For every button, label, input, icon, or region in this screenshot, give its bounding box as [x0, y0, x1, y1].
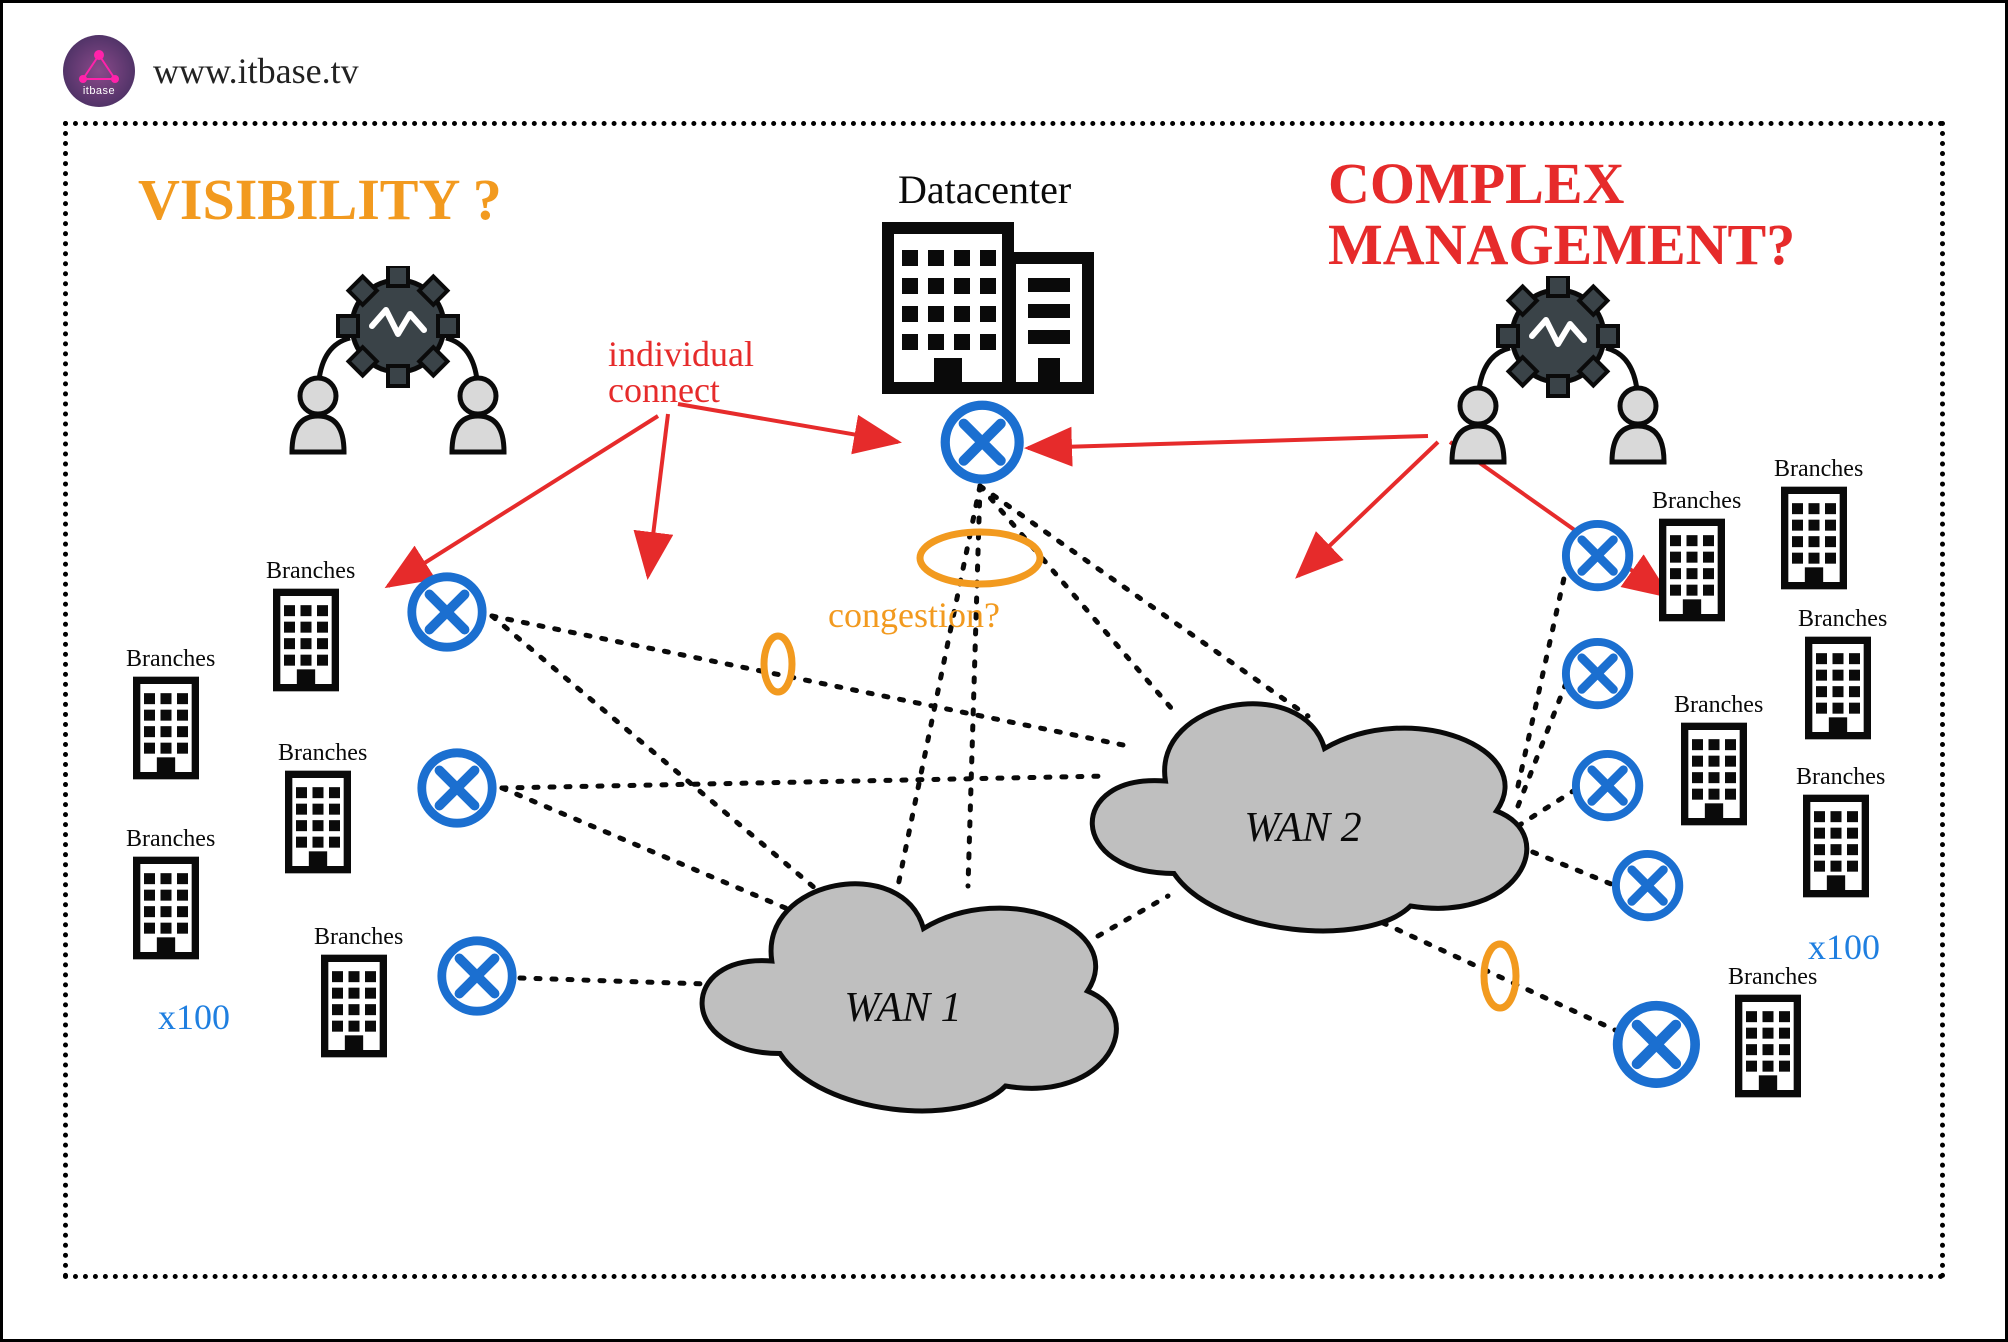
- network-link: [502, 776, 1108, 788]
- building-icon: [314, 951, 394, 1061]
- building-icon: [266, 585, 346, 695]
- building-icon: [1798, 633, 1878, 743]
- branch-label: Branches: [1728, 964, 1817, 991]
- building-icon: [1774, 483, 1854, 593]
- router-node: [1568, 746, 1647, 825]
- network-link: [1518, 846, 1616, 886]
- branch-label: Branches: [1798, 606, 1887, 633]
- router-node: [1608, 996, 1705, 1093]
- ops-team-icon: [278, 266, 518, 466]
- branch-site: Branches: [266, 558, 355, 695]
- building-icon: [126, 853, 206, 963]
- router-node: [433, 932, 521, 1020]
- router-node: [936, 396, 1028, 488]
- network-link: [980, 486, 1178, 716]
- branch-site: Branches: [1798, 606, 1887, 743]
- network-link: [502, 788, 828, 926]
- branch-site: Branches: [1652, 488, 1741, 625]
- branch-label: Branches: [1674, 692, 1763, 719]
- branch-label: Branches: [1652, 488, 1741, 515]
- branch-site: Branches: [126, 826, 215, 963]
- router-node: [413, 744, 501, 832]
- congestion-ring: [764, 636, 792, 692]
- branch-label: Branches: [314, 924, 403, 951]
- building-icon: [1674, 719, 1754, 829]
- management-arrow: [1298, 442, 1438, 576]
- network-link: [968, 486, 980, 886]
- datacenter-icon: [878, 218, 1098, 398]
- network-link: [1368, 916, 1628, 1036]
- svg-text:WAN 1: WAN 1: [844, 985, 961, 1031]
- building-icon: [1652, 515, 1732, 625]
- router-node: [1608, 846, 1687, 925]
- network-link: [980, 486, 1308, 716]
- building-icon: [126, 673, 206, 783]
- branch-label: Branches: [126, 826, 215, 853]
- branch-label: Branches: [1796, 764, 1885, 791]
- branch-label: Branches: [1774, 456, 1863, 483]
- building-icon: [1796, 791, 1876, 901]
- branch-site: Branches: [1728, 964, 1817, 1101]
- branch-label: Branches: [278, 740, 367, 767]
- branch-site: Branches: [1674, 692, 1763, 829]
- logo-badge: itbase: [63, 35, 135, 107]
- router-node: [403, 568, 491, 656]
- svg-text:WAN 2: WAN 2: [1244, 805, 1361, 851]
- branch-site: Branches: [1796, 764, 1885, 901]
- router-node: [1558, 634, 1637, 713]
- building-icon: [278, 767, 358, 877]
- network-link: [492, 616, 1128, 746]
- diagram-frame: WAN 1WAN 2 VISIBILITY ? COMPLEX MANAGEME…: [63, 121, 1945, 1279]
- wan-cloud: WAN 1: [702, 884, 1116, 1111]
- branch-label: Branches: [126, 646, 215, 673]
- management-arrow: [648, 414, 668, 576]
- branch-site: Branches: [126, 646, 215, 783]
- management-arrow: [678, 404, 898, 442]
- building-icon: [1728, 991, 1808, 1101]
- branch-site: Branches: [314, 924, 403, 1061]
- logo-text: itbase: [83, 85, 115, 97]
- branch-site: Branches: [278, 740, 367, 877]
- management-arrow: [1028, 436, 1428, 448]
- wan-cloud: WAN 2: [1092, 704, 1527, 931]
- router-node: [1558, 516, 1637, 595]
- branch-label: Branches: [266, 558, 355, 585]
- ops-team-icon: [1438, 276, 1678, 476]
- site-url: www.itbase.tv: [153, 50, 359, 92]
- network-link: [1098, 896, 1168, 936]
- branch-site: Branches: [1774, 456, 1863, 593]
